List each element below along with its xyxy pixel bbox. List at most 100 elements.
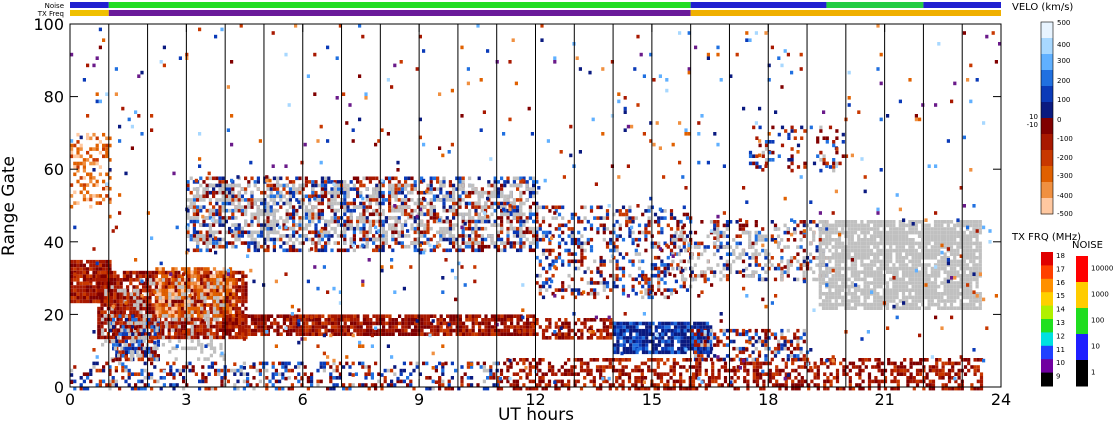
heatmap-cell (404, 194, 408, 199)
heatmap-cell (161, 281, 165, 286)
heatmap-cell (218, 237, 222, 242)
heatmap-cell (436, 328, 440, 333)
heatmap-cell (122, 306, 126, 311)
heatmap-cell (382, 314, 386, 318)
heatmap-cell (122, 303, 126, 307)
heatmap-cell (391, 328, 395, 333)
heatmap-cell (669, 209, 674, 213)
heatmap-cell (725, 266, 730, 271)
heatmap-cell (132, 285, 136, 289)
heatmap-cell (189, 219, 193, 224)
heatmap-cell (670, 336, 674, 340)
heatmap-cell (205, 237, 209, 242)
heatmap-cell (276, 325, 280, 329)
heatmap-cell (234, 310, 238, 314)
heatmap-cell (541, 295, 546, 300)
heatmap-cell (233, 383, 237, 387)
heatmap-cell (116, 328, 120, 332)
heatmap-cell (464, 219, 468, 224)
heatmap-cell (535, 386, 539, 391)
heatmap-cell (567, 358, 571, 362)
heatmap-cell (612, 230, 616, 235)
heatmap-cell (615, 368, 619, 373)
heatmap-cell (596, 205, 600, 210)
heatmap-cell (407, 234, 411, 238)
heatmap-cell (761, 339, 765, 344)
heatmap-cell (848, 368, 852, 373)
heatmap-cell (528, 361, 532, 366)
heatmap-cell (586, 365, 590, 369)
heatmap-cell (685, 386, 689, 391)
heatmap-cell (186, 183, 190, 188)
heatmap-cell (228, 314, 232, 318)
heatmap-cell (480, 241, 484, 245)
heatmap-cell (305, 314, 309, 318)
heatmap-cell (541, 358, 545, 362)
heatmap-cell (244, 296, 248, 300)
heatmap-cell (184, 278, 188, 282)
heatmap-cell (653, 263, 658, 267)
heatmap-cell (697, 343, 701, 347)
heatmap-cell (279, 244, 283, 249)
heatmap-cell (225, 303, 229, 307)
heatmap-cell (151, 321, 155, 325)
heatmap-cell (112, 321, 116, 326)
heatmap-cell (241, 332, 245, 336)
heatmap-cell (683, 343, 687, 347)
heatmap-cell (238, 270, 242, 275)
heatmap-cell (105, 267, 109, 271)
heatmap-cell (199, 299, 203, 304)
heatmap-cell (212, 278, 217, 282)
heatmap-cell (947, 372, 952, 376)
heatmap-cell (657, 321, 662, 326)
heatmap-cell (621, 372, 625, 376)
heatmap-cell (324, 180, 328, 184)
heatmap-cell (545, 281, 549, 285)
heatmap-cell (241, 288, 245, 293)
heatmap-cell (92, 270, 96, 275)
heatmap-cell (202, 332, 206, 336)
heatmap-cell (631, 230, 635, 235)
heatmap-cell (116, 292, 120, 296)
heatmap-cell (203, 310, 207, 314)
status-bar-label: Noise (45, 2, 64, 10)
heatmap-cell (366, 325, 370, 329)
heatmap-cell (199, 274, 203, 278)
heatmap-cell (95, 383, 99, 387)
heatmap-cell (237, 230, 241, 235)
heatmap-cell (274, 368, 278, 373)
heatmap-cell (516, 248, 520, 253)
heatmap-cell (503, 180, 507, 184)
heatmap-cell (793, 346, 797, 351)
heatmap-cell (709, 332, 713, 337)
heatmap-cell (247, 248, 251, 253)
heatmap-cell (682, 212, 686, 217)
heatmap-cell (842, 386, 846, 391)
heatmap-cell (644, 227, 648, 231)
heatmap-cell (82, 267, 86, 271)
heatmap-cell (622, 336, 626, 340)
heatmap-cell (570, 237, 574, 242)
heatmap-cell (618, 368, 622, 373)
heatmap-cell (689, 343, 694, 347)
heatmap-cell (184, 303, 188, 307)
heatmap-cell (976, 358, 980, 362)
heatmap-cell (675, 379, 680, 384)
heatmap-cell (551, 368, 555, 373)
heatmap-cell (693, 346, 698, 351)
heatmap-cell (171, 288, 175, 293)
heatmap-cell (656, 358, 660, 362)
heatmap-cell (599, 281, 603, 285)
heatmap-cell (777, 339, 781, 344)
heatmap-cell (719, 241, 723, 246)
heatmap-cell (716, 339, 720, 344)
heatmap-cell (691, 365, 696, 369)
heatmap-cell (496, 234, 500, 238)
heatmap-cell (276, 237, 280, 242)
heatmap-cell (372, 223, 376, 227)
heatmap-cell (625, 223, 629, 228)
heatmap-cell (664, 346, 668, 351)
heatmap-cell (567, 252, 571, 256)
heatmap-cell (629, 325, 633, 329)
heatmap-cell (796, 259, 800, 264)
